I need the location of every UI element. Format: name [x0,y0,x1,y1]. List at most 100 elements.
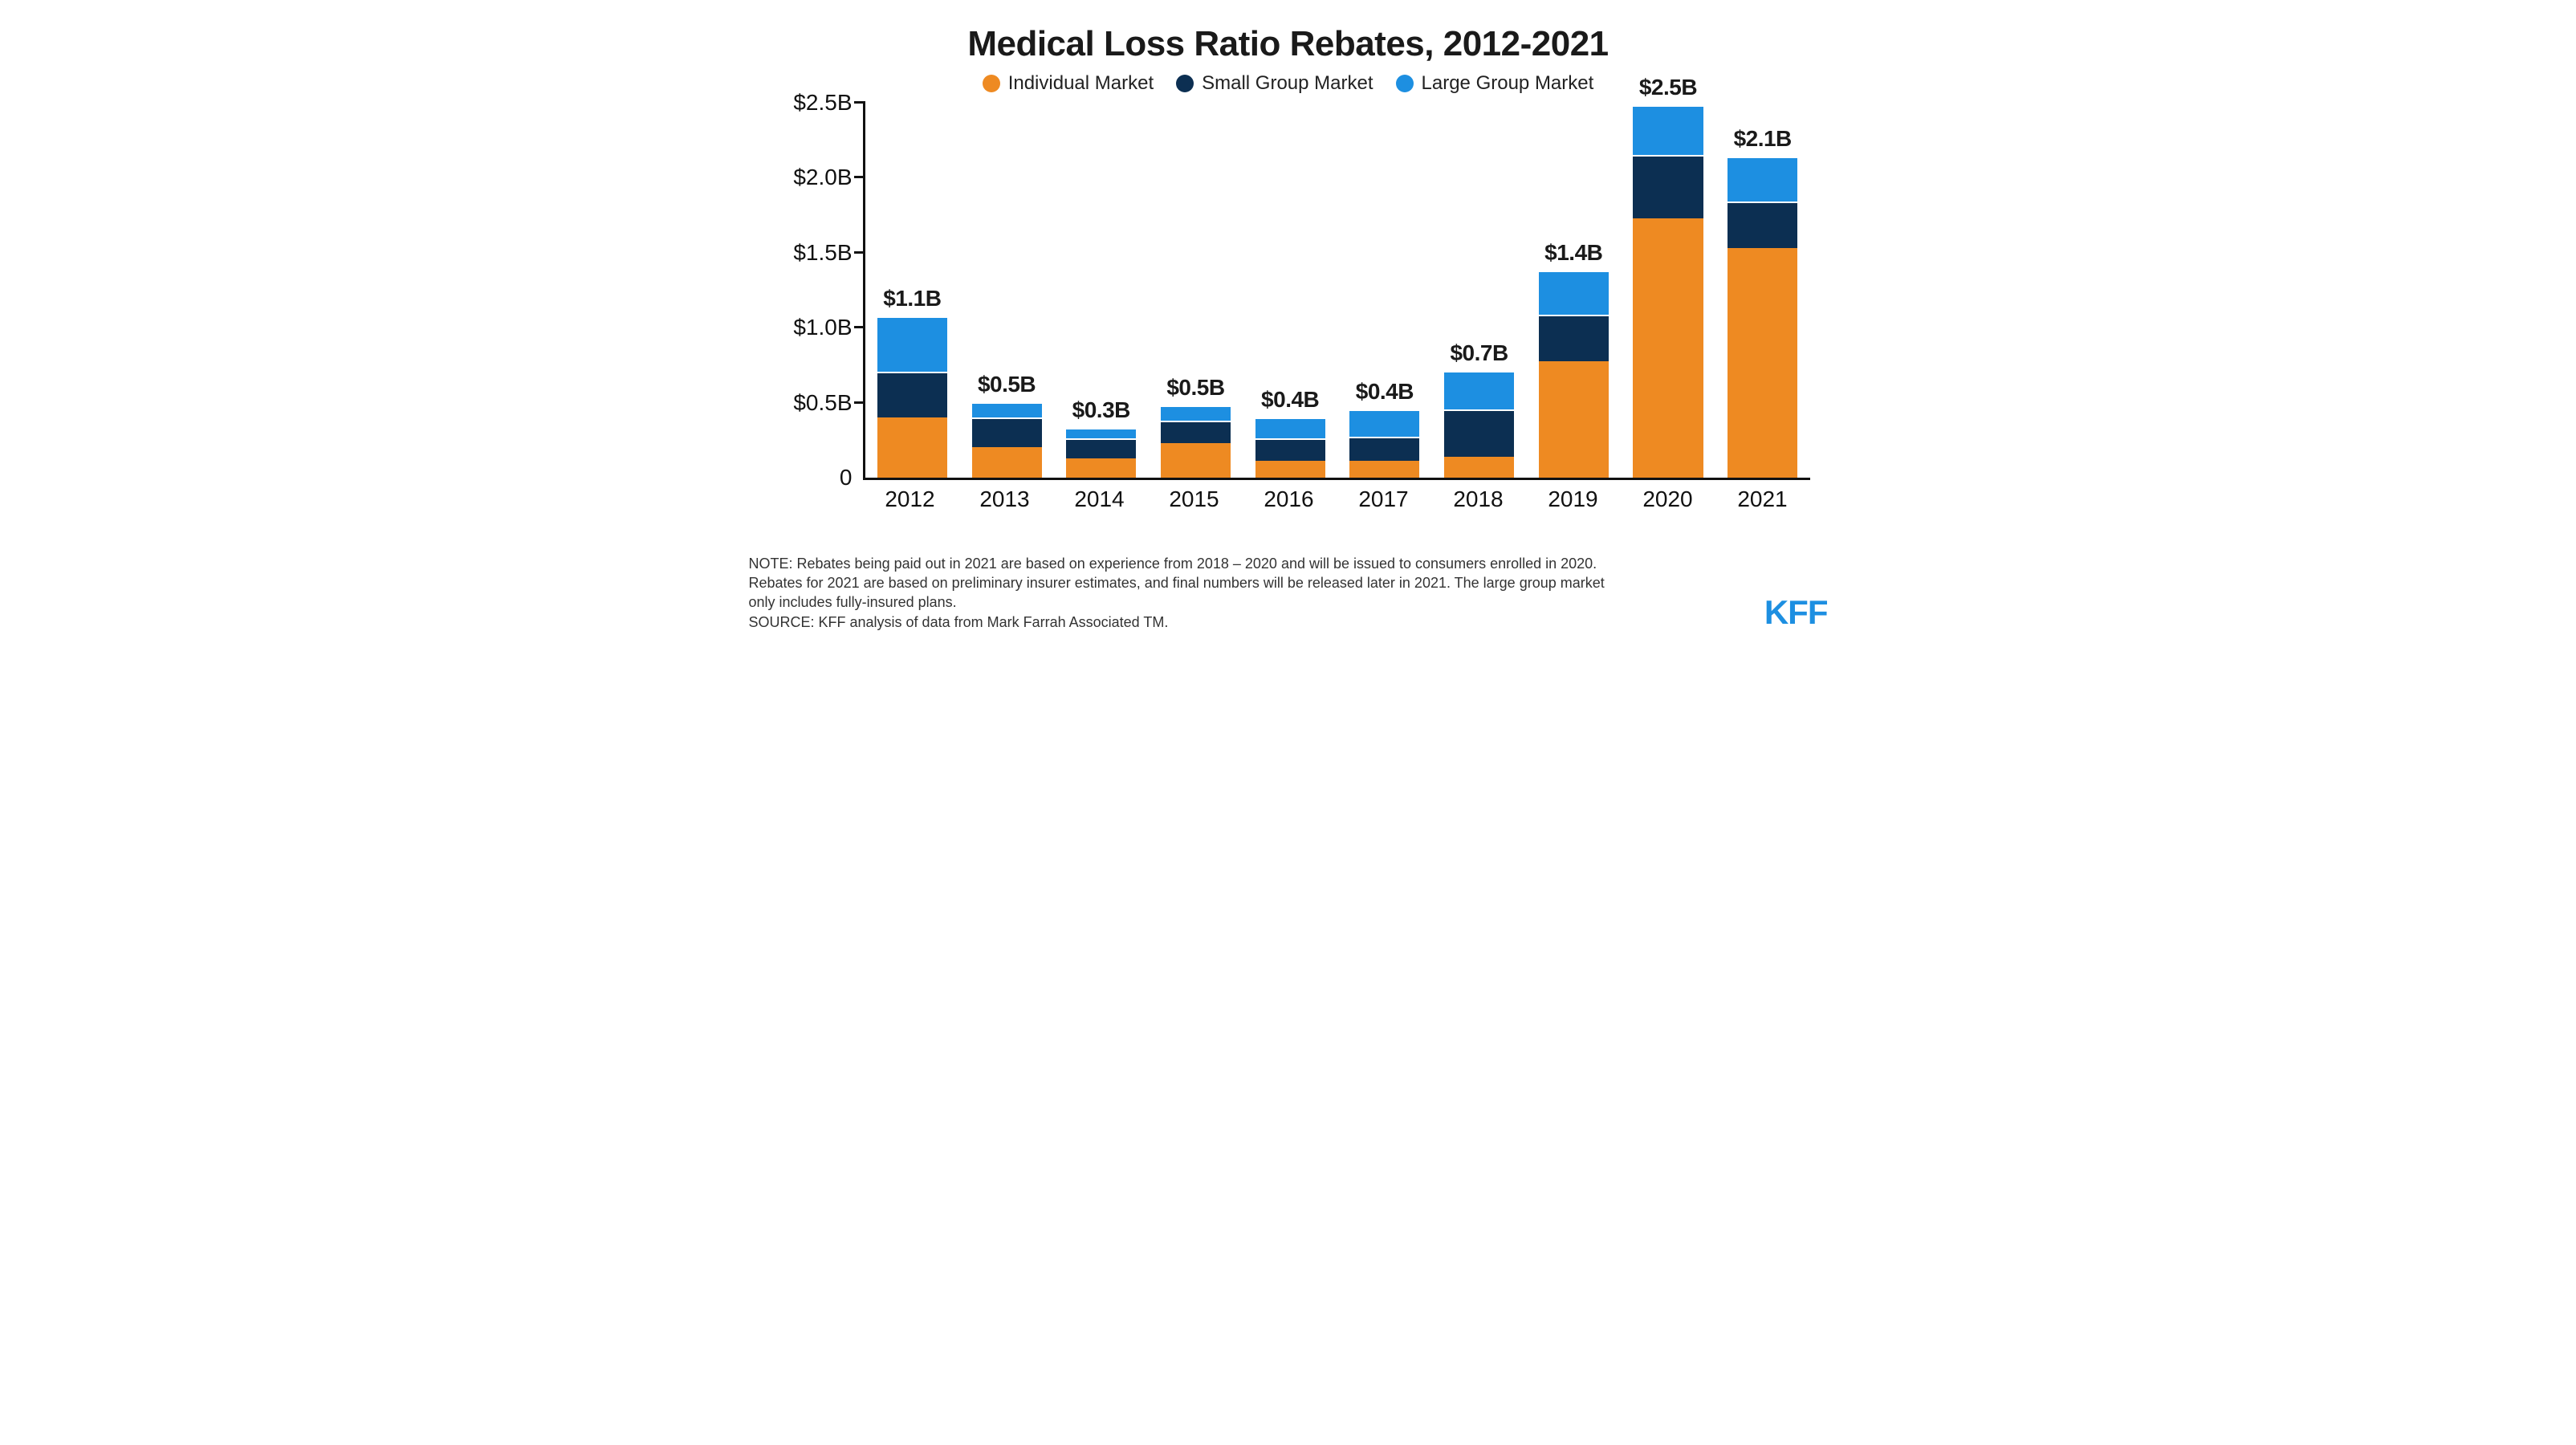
bar-segment-small_group [1728,201,1797,248]
bar-segment-large_group [1728,157,1797,201]
chart-page: Medical Loss Ratio Rebates, 2012-2021 In… [710,0,1866,648]
bar-total-label: $1.1B [883,286,941,311]
legend-label-individual: Individual Market [1008,72,1154,95]
x-axis-label: 2016 [1242,486,1337,512]
x-axis-label: 2015 [1147,486,1242,512]
bar-stack: $2.1B [1728,157,1797,478]
bar-segment-individual [1255,461,1325,478]
note-text: NOTE: Rebates being paid out in 2021 are… [749,554,1632,613]
x-axis-label: 2018 [1431,486,1526,512]
bar-total-label: $2.1B [1734,126,1792,152]
y-tick-label: $2.0B [793,165,852,190]
y-tick-mark [854,326,865,328]
source-text: SOURCE: KFF analysis of data from Mark F… [749,613,1632,632]
bar-segment-individual [877,417,947,478]
bar-segment-individual [1161,443,1231,478]
x-axis-label: 2014 [1052,486,1147,512]
bar-segment-large_group [1161,405,1231,421]
chart-title: Medical Loss Ratio Rebates, 2012-2021 [749,24,1828,64]
x-axis-label: 2017 [1337,486,1431,512]
bar-segment-small_group [1539,315,1609,361]
bar-segment-individual [1728,248,1797,478]
bar-segment-large_group [877,316,947,372]
bar-stack: $0.5B [1161,405,1231,478]
bar-segment-small_group [1633,155,1703,218]
y-tick-label: $0.5B [793,390,852,416]
bar-total-label: $0.5B [978,372,1036,397]
bar-stack: $0.3B [1066,428,1136,478]
bar-segment-large_group [1539,271,1609,315]
bar-stack: $1.4B [1539,271,1609,478]
bar-total-label: $0.5B [1166,375,1224,401]
kff-logo: KFF [1764,593,1828,632]
bar-segment-small_group [1161,421,1231,443]
legend-swatch-large-group [1396,75,1414,92]
bar-slot: $0.5B [1149,103,1243,478]
bar-stack: $2.5B [1633,105,1703,478]
bar-slot: $2.5B [1621,103,1715,478]
bar-stack: $0.5B [972,402,1042,478]
bar-segment-large_group [1349,409,1419,437]
bar-slot: $0.3B [1054,103,1149,478]
footnote: NOTE: Rebates being paid out in 2021 are… [749,554,1632,632]
x-axis-label: 2019 [1526,486,1621,512]
bar-segment-small_group [972,417,1042,448]
x-axis-label: 2013 [958,486,1052,512]
bar-segment-individual [1349,461,1419,478]
bar-segment-individual [1066,458,1136,478]
bar-segment-small_group [877,372,947,417]
bar-slot: $0.7B [1432,103,1527,478]
bar-segment-individual [972,447,1042,478]
bar-segment-large_group [1633,105,1703,155]
x-axis-label: 2020 [1621,486,1715,512]
legend-label-small-group: Small Group Market [1202,72,1373,95]
bar-total-label: $2.5B [1639,75,1697,100]
bar-segment-large_group [1444,371,1514,410]
bar-slot: $0.5B [959,103,1054,478]
y-tick-label: 0 [840,465,853,490]
legend-swatch-individual [983,75,1000,92]
bar-total-label: $0.4B [1261,387,1319,413]
plot-area: $1.1B $0.5B $0.3B $0.5B $0.4B $0.4B $0.7B $1.4B… [767,103,1810,480]
axes-box: $1.1B $0.5B $0.3B $0.5B $0.4B $0.4B $0.7B $1.4B… [863,103,1810,480]
x-axis-label: 2021 [1715,486,1810,512]
bar-stack: $1.1B [877,316,947,478]
bars-container: $1.1B $0.5B $0.3B $0.5B $0.4B $0.4B $0.7B $1.4B… [865,103,1810,478]
bar-segment-small_group [1444,409,1514,456]
bar-stack: $0.7B [1444,371,1514,478]
footer: NOTE: Rebates being paid out in 2021 are… [749,554,1828,632]
bar-segment-small_group [1349,437,1419,461]
bar-stack: $0.4B [1349,409,1419,478]
bar-slot: $1.1B [865,103,960,478]
bar-total-label: $0.3B [1072,397,1130,423]
bar-segment-large_group [1066,428,1136,438]
bar-segment-individual [1444,457,1514,478]
bar-segment-small_group [1066,438,1136,458]
legend-item-small-group: Small Group Market [1176,72,1373,95]
y-tick-mark [854,251,865,254]
bar-stack: $0.4B [1255,417,1325,478]
x-axis-labels: 2012201320142015201620172018201920202021 [863,486,1810,512]
bar-total-label: $0.7B [1450,340,1508,366]
y-tick-mark [854,176,865,178]
legend-swatch-small-group [1176,75,1194,92]
bar-segment-large_group [1255,417,1325,438]
legend-item-individual: Individual Market [983,72,1154,95]
bar-total-label: $1.4B [1544,240,1602,266]
x-axis-label: 2012 [863,486,958,512]
bar-total-label: $0.4B [1356,379,1414,405]
bar-segment-individual [1539,361,1609,478]
bar-segment-individual [1633,218,1703,478]
y-tick-mark [854,401,865,404]
legend-item-large-group: Large Group Market [1396,72,1594,95]
y-tick-label: $1.5B [793,240,852,266]
y-tick-label: $1.0B [793,315,852,340]
y-tick-label: $2.5B [793,90,852,116]
bar-slot: $1.4B [1526,103,1621,478]
bar-slot: $0.4B [1337,103,1432,478]
bar-segment-large_group [972,402,1042,417]
bar-slot: $2.1B [1715,103,1810,478]
bar-segment-small_group [1255,438,1325,461]
y-tick-mark [854,101,865,104]
bar-slot: $0.4B [1243,103,1337,478]
